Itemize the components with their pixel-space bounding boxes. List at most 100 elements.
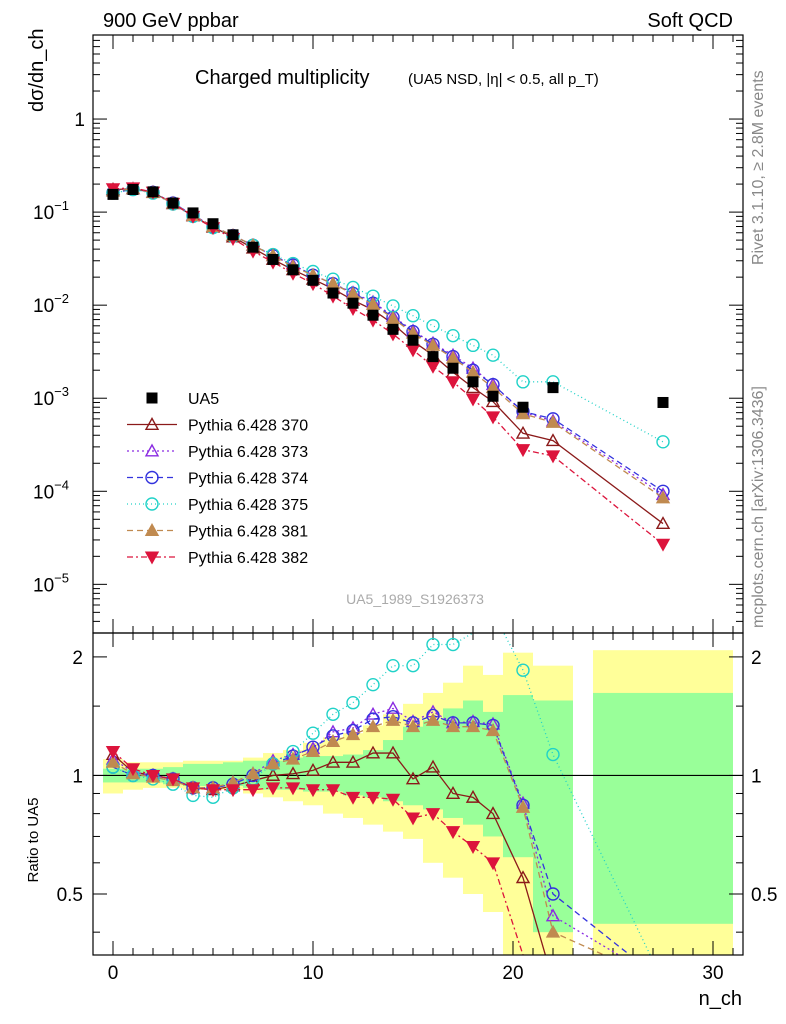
series-381-ratio-point [285,751,301,765]
ua5-data-point [387,323,399,335]
series-382-ratio-point [125,763,141,777]
ua5-data-point [107,188,119,200]
series-375-point [406,309,420,323]
ua5-data-point [187,207,199,219]
series-382-ratio-point [465,841,481,854]
series-382-point [485,411,501,425]
legend-label: Pythia 6.428 374 [188,471,308,488]
series-375-ratio-point [346,696,360,710]
series-382-line [112,187,664,545]
ua5-data-point [347,297,359,309]
ua5-data-point [147,186,159,198]
legend-label: Pythia 6.428 373 [188,444,308,461]
stat-band [303,756,323,792]
legend-marker [144,523,160,536]
series-375-ratio-point [426,637,440,652]
series-382-point [515,444,531,458]
series-382-ratio-point [205,784,221,798]
series-382-ratio-point [345,791,361,805]
series-382-ratio-point [145,769,161,783]
series-370-ratio-point [345,754,361,768]
series-370-ratio-point [465,789,481,803]
ratio-tick-label: 2 [72,648,83,669]
series-382-ratio-point [285,782,301,796]
legend-marker [146,392,158,404]
series-382-ratio-point [425,808,441,822]
series-375-ratio-point [306,726,320,740]
ua5-data-point [307,274,319,286]
stat-band [423,720,443,810]
series-375-ratio-point [446,637,460,652]
ua5-data-point [227,229,239,241]
x-tick-label: 30 [702,963,723,984]
legend-marker [145,470,159,485]
stat-band [593,692,733,924]
series-381-ratio-point [405,719,421,733]
series-381-ratio-point [425,712,441,726]
series-382-ratio-point [225,784,241,798]
series-375-ratio-point [516,663,530,677]
ratio-tick-label-right: 0.5 [751,885,777,906]
rivet-label: Rivet 3.1.10, ≥ 2.8M events [750,70,767,265]
ratio-panel-frame [92,632,744,956]
y-tick-label: 10−1 [33,198,69,224]
series-382-ratio-point [105,746,121,759]
stat-band [363,750,383,798]
series-375-point [516,375,530,389]
y-tick-label: 10−3 [33,384,69,410]
ua5-data-point [327,287,339,299]
series-381-point [655,490,671,504]
series-382-point [425,360,441,374]
legend: UA5 Pythia 6.428 370 Pythia 6.428 373 Pythi… [127,391,308,567]
mcplots-label: mcplots.cern.ch [arXiv:1306.3436] [750,386,767,628]
series-370-point [655,516,671,530]
series-382-ratio-point [385,793,401,807]
ratio-tick-label: 0.5 [57,885,83,906]
legend-label: UA5 [188,391,219,408]
ua5-data-point [407,334,419,346]
series-382-ratio-point [165,773,181,787]
header-left: 900 GeV ppbar [103,10,239,32]
series-382-ratio-point [265,782,281,796]
series-370-ratio-point [305,762,321,776]
legend-label: Pythia 6.428 381 [188,524,308,541]
series-370-ratio-point [385,745,401,759]
series-370-ratio-point [365,745,381,759]
main-panel-series [105,181,671,552]
series-374-ratio-point [546,887,560,901]
series-381-ratio-point [245,766,261,780]
ua5-data-point [517,401,529,413]
y-axis-label: dσ/dn_ch [26,28,48,112]
series-370-ratio-point [265,768,281,781]
series-382-point [465,393,481,407]
series-375-ratio-point [366,677,380,692]
ua5-data-point [367,309,379,321]
series-381-ratio-point [515,799,531,813]
series-375-point [486,348,500,362]
series-370-ratio-point [405,771,421,785]
ua5-data-point [547,382,559,394]
series-370-ratio-point [425,759,441,773]
ua5-data-point [267,253,279,265]
series-381-ratio-point [105,754,121,768]
series-381-point [425,337,441,351]
series-382-ratio-point [485,857,501,871]
series-382-point [655,538,671,552]
stat-band [503,695,533,858]
ratio-panel-axes: 0 10 20 30 0.5 0.5 1 1 2 2 [57,633,777,984]
series-381-ratio-point [325,734,341,747]
ua5-data-point [467,376,479,388]
series-375-point [466,338,480,353]
series-382-ratio-point [445,826,461,840]
series-381-ratio-point [305,744,321,758]
series-375-ratio-point [386,658,400,673]
series-381-point [545,414,561,428]
x-tick-label: 20 [502,963,523,984]
series-381-point [515,406,531,420]
series-375-ratio-point [406,658,420,673]
ua5-data-point [127,183,139,195]
legend-marker [145,497,159,511]
ua5-data-point [167,197,179,209]
series-382-ratio-point [305,784,321,798]
